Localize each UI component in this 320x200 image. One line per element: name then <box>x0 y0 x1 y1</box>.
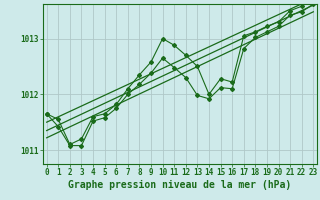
X-axis label: Graphe pression niveau de la mer (hPa): Graphe pression niveau de la mer (hPa) <box>68 180 292 190</box>
